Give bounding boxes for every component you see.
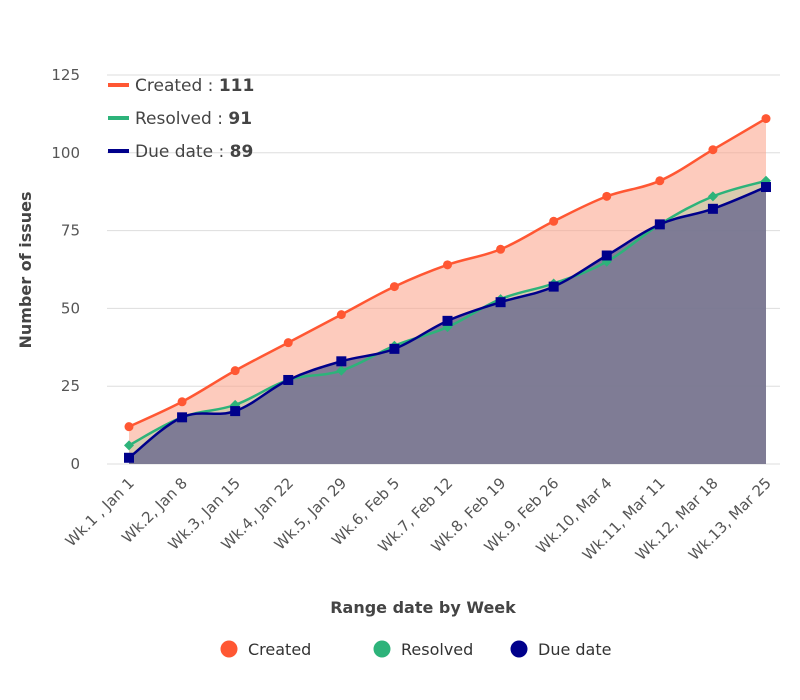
inner-legend-item: Due date : 89 [135, 142, 253, 162]
y-tick-label: 50 [61, 299, 80, 317]
resolved-point[interactable] [124, 440, 134, 451]
y-tick-label: 125 [51, 66, 80, 84]
due-date-point[interactable] [230, 406, 241, 417]
inner-legend-item: Resolved : 91 [135, 109, 252, 129]
created-point[interactable] [124, 422, 134, 432]
legend-item-resolved[interactable]: Resolved [373, 640, 474, 659]
y-axis-title: Number of issues [16, 191, 35, 348]
inner-legend: Created : 111 Resolved : 91 Due date : 89 [108, 76, 254, 162]
legend-marker-icon [373, 640, 391, 658]
due-date-point[interactable] [389, 343, 400, 354]
resolved-point[interactable] [336, 365, 347, 376]
y-tick-label: 100 [51, 144, 80, 162]
legend-marker-icon [220, 640, 238, 658]
created-point[interactable] [283, 338, 293, 348]
created-point[interactable] [655, 176, 665, 186]
legend-marker-icon [510, 640, 528, 658]
due-date-point[interactable] [548, 281, 559, 292]
due-date-point[interactable] [283, 374, 294, 385]
y-tick-label: 75 [61, 222, 80, 240]
inner-legend-item: Created : 111 [135, 76, 254, 96]
y-tick-label: 25 [61, 377, 80, 395]
due-date-point[interactable] [124, 452, 134, 463]
created-point[interactable] [389, 282, 399, 292]
created-point[interactable] [549, 216, 559, 226]
due-date-point[interactable] [761, 182, 771, 193]
due-date-point[interactable] [495, 297, 506, 308]
y-tick-label: 0 [70, 455, 80, 473]
legend-label: Created [248, 640, 311, 659]
created-point[interactable] [496, 244, 506, 254]
x-axis-title: Range date by Week [330, 598, 516, 617]
bottom-legend: Created Resolved Due date [220, 640, 612, 659]
created-point[interactable] [761, 114, 771, 124]
created-point[interactable] [336, 310, 346, 320]
created-point[interactable] [708, 145, 718, 155]
created-point[interactable] [602, 191, 612, 201]
resolved-point[interactable] [707, 191, 718, 202]
created-point[interactable] [177, 397, 187, 407]
legend-item-due-date[interactable]: Due date [510, 640, 612, 659]
due-date-point[interactable] [654, 219, 665, 230]
due-date-point[interactable] [601, 250, 612, 261]
legend-label: Resolved [401, 640, 473, 659]
created-point[interactable] [230, 366, 240, 376]
due-date-point[interactable] [707, 203, 718, 214]
due-date-point[interactable] [177, 412, 188, 423]
due-date-point[interactable] [336, 356, 347, 367]
created-point[interactable] [443, 260, 452, 270]
legend-item-created[interactable]: Created [220, 640, 312, 659]
legend-label: Due date [538, 640, 611, 659]
due-date-point[interactable] [442, 315, 453, 326]
